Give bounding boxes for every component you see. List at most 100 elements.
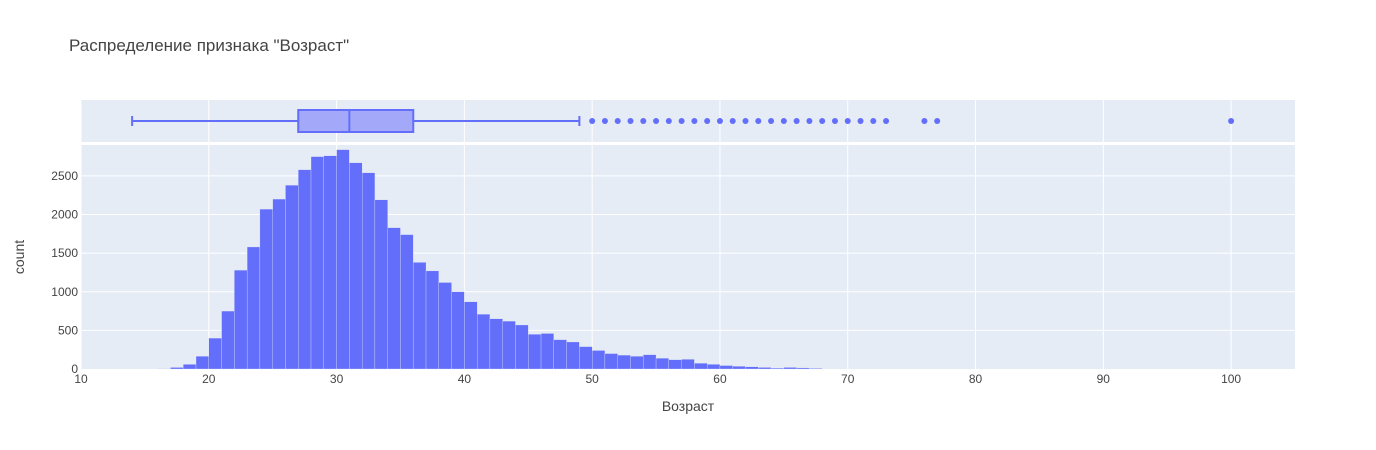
x-tick-label: 90 <box>1097 372 1111 386</box>
histogram-bar <box>540 333 554 370</box>
histogram-bar <box>349 162 363 370</box>
histogram-bar <box>515 324 529 370</box>
histogram-bar <box>783 367 797 370</box>
histogram-bar <box>668 359 682 370</box>
box-outlier-point <box>780 118 787 124</box>
histogram-bar <box>336 149 350 370</box>
histogram-bar <box>655 358 669 370</box>
histogram-bar <box>387 227 401 370</box>
y-tick-label: 2000 <box>51 208 78 222</box>
x-tick-label: 50 <box>585 372 599 386</box>
y-tick-label: 500 <box>58 323 78 337</box>
histogram-bar <box>617 354 631 370</box>
box-outlier-point <box>614 118 621 124</box>
histogram-bar <box>630 356 644 370</box>
histogram-bar <box>604 353 618 370</box>
histogram-bar <box>796 367 810 370</box>
box-outlier-point <box>819 118 826 124</box>
histogram-bar <box>413 262 427 370</box>
histogram-bar <box>732 366 746 370</box>
y-axis-ticks: 0 500 1000 1500 2000 2500 <box>51 169 78 376</box>
histogram-bar <box>374 199 388 370</box>
histogram-bar <box>400 234 414 370</box>
histogram-bar <box>221 310 235 370</box>
histogram-bar <box>707 364 721 370</box>
box-outlier-point <box>921 118 928 124</box>
histogram-bar <box>438 282 452 370</box>
box-plot <box>131 109 1235 133</box>
histogram-bar <box>298 169 312 370</box>
x-axis-ticks: 10 20 30 40 50 60 70 80 90 100 <box>74 372 1241 386</box>
histogram-bar <box>195 356 209 370</box>
histogram-bar <box>285 185 299 370</box>
x-tick-label: 10 <box>74 372 88 386</box>
box-outlier-point <box>601 118 608 124</box>
box-outlier-point <box>844 118 851 124</box>
box-iqr <box>297 109 415 133</box>
histogram-bar <box>643 354 657 370</box>
histogram-bar <box>489 318 503 370</box>
y-tick-label: 1500 <box>51 246 78 260</box>
box-outlier-point <box>716 118 723 124</box>
histogram-bar <box>476 314 491 370</box>
x-tick-label: 60 <box>713 372 727 386</box>
histogram-bar <box>579 346 593 370</box>
histogram-bar <box>770 367 784 370</box>
box-outlier-point <box>934 118 941 124</box>
x-tick-label: 80 <box>969 372 983 386</box>
x-axis-title: Возраст <box>662 398 715 414</box>
box-outlier-point <box>691 118 698 124</box>
histogram-bar <box>272 198 286 370</box>
histogram-bar <box>234 269 248 370</box>
histogram-bar <box>361 172 376 370</box>
histogram-bar <box>451 291 465 370</box>
y-axis-title: count <box>11 240 27 274</box>
histogram-bar <box>183 364 197 370</box>
histogram-bar <box>425 270 439 370</box>
x-tick-label: 20 <box>202 372 216 386</box>
histogram-bar <box>310 156 324 370</box>
box-outlier-point <box>755 118 762 124</box>
histogram-bar <box>464 301 478 370</box>
histogram-bar <box>208 337 222 370</box>
box-outlier-point <box>870 118 877 124</box>
box-outlier-point <box>857 118 864 124</box>
box-outlier-point <box>729 118 736 124</box>
histogram-bar <box>528 334 542 370</box>
y-tick-label: 0 <box>71 362 78 376</box>
histogram-bar <box>502 320 516 370</box>
box-outlier-point <box>883 118 890 124</box>
histogram-bar <box>719 365 733 370</box>
box-outlier-point <box>768 118 775 124</box>
x-tick-label: 30 <box>330 372 344 386</box>
box-outlier-point <box>665 118 672 124</box>
box-outlier-point <box>589 118 596 124</box>
histogram-bar <box>681 359 695 370</box>
x-tick-label: 100 <box>1221 372 1241 386</box>
histogram-bar <box>745 366 759 370</box>
histogram-bar <box>323 155 337 370</box>
histogram-bar <box>566 341 580 370</box>
histogram-bar <box>592 350 606 370</box>
histogram-bar <box>259 208 273 370</box>
histogram-bar <box>246 246 261 370</box>
box-outlier-point <box>704 118 711 124</box>
histogram-bar <box>694 363 708 370</box>
box-outlier-point <box>640 118 647 124</box>
box-outlier-point <box>793 118 800 124</box>
box-outlier-point <box>653 118 660 124</box>
box-outlier-point <box>678 118 685 124</box>
box-outlier-point <box>627 118 634 124</box>
x-tick-label: 70 <box>841 372 855 386</box>
y-tick-label: 1000 <box>51 285 78 299</box>
histogram-bar <box>553 339 567 370</box>
box-outlier-point <box>1228 118 1235 124</box>
histogram-bars <box>157 149 823 370</box>
histogram-bar <box>809 368 823 370</box>
histogram-bar <box>758 367 772 370</box>
y-tick-label: 2500 <box>51 169 78 183</box>
box-outlier-point <box>831 118 838 124</box>
box-outlier-point <box>742 118 749 124</box>
histogram-bar <box>170 367 184 370</box>
